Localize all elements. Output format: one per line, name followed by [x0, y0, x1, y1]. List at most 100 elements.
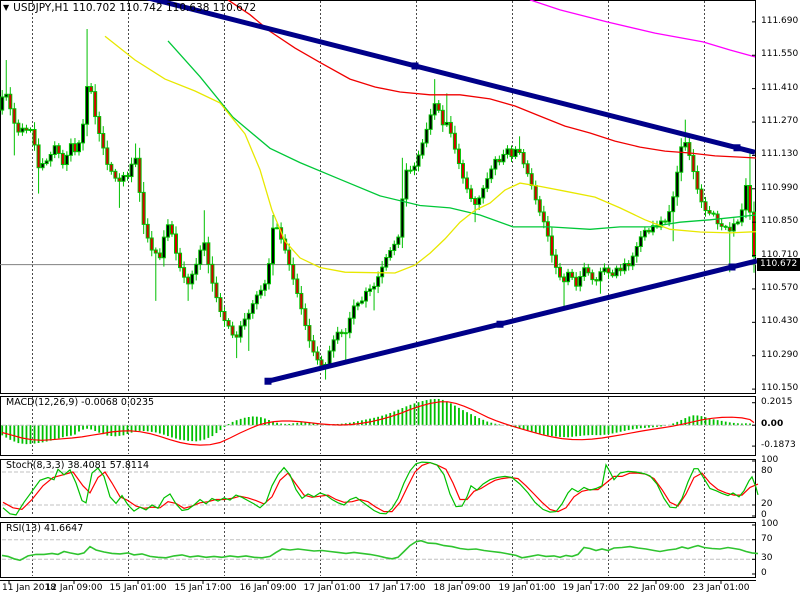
ma-green-line — [167, 40, 757, 230]
candle-body — [16, 122, 21, 133]
time-axis-label: 17 Jan 17:00 — [368, 583, 426, 593]
time-axis-label: 19 Jan 17:00 — [562, 583, 620, 593]
candle-body — [562, 276, 567, 283]
candle-body — [400, 198, 405, 238]
lower-ascending-trendline[interactable] — [267, 258, 758, 384]
time-axis-label: 18 Jan 09:00 — [433, 583, 491, 593]
candle-body — [359, 300, 364, 304]
candle-body — [311, 340, 316, 353]
candle-body — [113, 170, 118, 179]
candle-body — [145, 223, 150, 239]
candle-body — [489, 168, 494, 180]
candle-body — [622, 263, 627, 272]
candle-body — [36, 144, 41, 169]
rsi-axis-label: 70 — [761, 533, 773, 544]
trendline-handle[interactable] — [728, 263, 736, 271]
candle-body — [20, 127, 25, 133]
candle-body — [465, 177, 470, 190]
symbol-ohlc-title: USDJPY,H1 110.702 110.742 110.638 110.67… — [13, 2, 257, 14]
candle-body — [630, 255, 635, 267]
macd-axis-label: -0.1873 — [761, 440, 796, 451]
candle-body — [412, 165, 417, 171]
candle-body — [48, 153, 53, 162]
macd-indicator-label: MACD(12,26,9) -0.0068 0.0235 — [6, 397, 155, 408]
candle-body — [687, 142, 692, 156]
candle-body — [299, 292, 304, 310]
stoch-axis-label: 20 — [761, 499, 773, 509]
price-axis-label: 110.570 — [761, 282, 799, 293]
candle-body — [388, 250, 393, 258]
candle-body — [129, 163, 134, 178]
candle-body — [642, 229, 647, 238]
candle-body — [711, 212, 716, 215]
candle-body — [117, 177, 122, 182]
candle-body — [275, 227, 280, 230]
trendline-handle[interactable] — [264, 377, 272, 385]
candle-body — [230, 325, 235, 336]
candle-body — [436, 103, 441, 111]
candle-body — [347, 317, 352, 334]
candle-body — [93, 91, 98, 118]
candle-body — [598, 271, 603, 282]
candle-body — [214, 282, 219, 299]
price-axis-label: 111.130 — [761, 149, 799, 160]
upper-descending-trendline[interactable] — [93, 0, 756, 155]
candle-body — [416, 154, 421, 167]
candle-body — [202, 242, 207, 251]
candle-body — [679, 146, 684, 173]
candle-body — [24, 127, 29, 131]
candle-body — [319, 359, 324, 367]
symbol-dropdown-icon[interactable]: ▼ — [3, 3, 10, 12]
candle-body — [141, 191, 146, 225]
stoch-indicator-label: Stoch(8,3,3) 38.4081 57.8114 — [6, 460, 150, 471]
candle-body — [659, 220, 664, 228]
candle-body — [254, 294, 259, 305]
macd-axis-label: 0.2015 — [761, 396, 793, 407]
candle-body — [606, 267, 611, 274]
time-axis-label: 15 Jan 17:00 — [174, 583, 232, 593]
candle-body — [529, 173, 534, 187]
candle-body — [190, 273, 195, 285]
ma-magenta-line — [529, 0, 756, 58]
candle-body — [68, 143, 73, 156]
candle-body — [363, 290, 368, 302]
candle-body — [452, 132, 457, 150]
candle-body — [85, 86, 90, 125]
candle-body — [355, 302, 360, 307]
candle-body — [368, 288, 373, 292]
stoch-main-line — [2, 461, 759, 516]
candle-body — [161, 236, 166, 259]
candle-body — [691, 154, 696, 173]
price-axis-label: 110.430 — [761, 316, 799, 327]
candle-body — [380, 266, 385, 278]
candle-body — [149, 237, 154, 251]
candle-body — [234, 334, 239, 338]
candle-body — [327, 350, 332, 365]
candle-body — [731, 223, 736, 232]
candle-body — [178, 252, 183, 269]
candle-body — [283, 238, 288, 251]
candle-body — [165, 224, 170, 238]
rsi-panel-frame — [0, 522, 756, 578]
candle-body — [258, 289, 263, 296]
candle-body — [695, 171, 700, 190]
time-axis-label: 12 Jan 09:00 — [45, 583, 103, 593]
trendline-handle[interactable] — [496, 320, 504, 328]
rsi-axis-label: 0 — [761, 568, 767, 578]
trendline-handle[interactable] — [733, 144, 741, 152]
candle-body — [182, 267, 187, 278]
time-axis-label: 23 Jan 01:00 — [692, 583, 750, 593]
candle-body — [392, 243, 397, 252]
candle-body — [60, 152, 65, 166]
candle-body — [614, 267, 619, 277]
candle-body — [44, 160, 49, 165]
candle-body — [634, 246, 639, 257]
candle-body — [351, 305, 356, 319]
candle-body — [432, 103, 437, 116]
time-axis-label: 19 Jan 01:00 — [498, 583, 556, 593]
candle-body — [109, 163, 114, 172]
candle-body — [424, 128, 429, 144]
candle-body — [174, 233, 179, 254]
trendline-handle[interactable] — [411, 62, 419, 70]
